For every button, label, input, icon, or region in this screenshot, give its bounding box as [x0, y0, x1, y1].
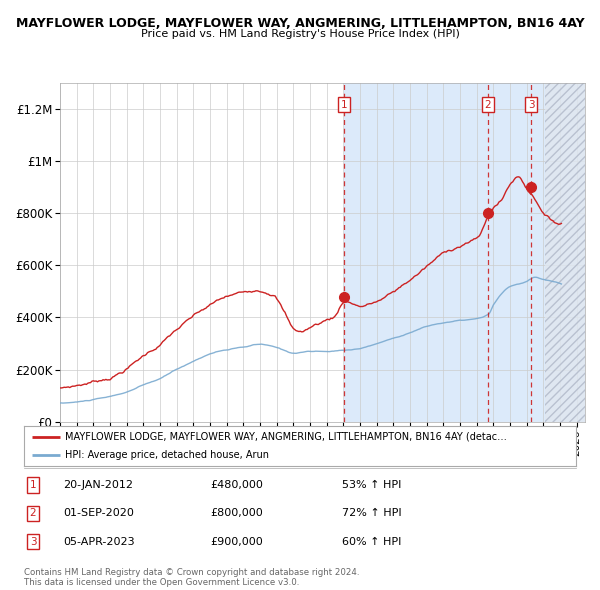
Text: Contains HM Land Registry data © Crown copyright and database right 2024.
This d: Contains HM Land Registry data © Crown c…	[24, 568, 359, 587]
Text: 1: 1	[341, 100, 347, 110]
Bar	[344, 83, 545, 422]
Text: 2: 2	[485, 100, 491, 110]
Text: £480,000: £480,000	[210, 480, 263, 490]
Text: 3: 3	[528, 100, 535, 110]
Text: 72% ↑ HPI: 72% ↑ HPI	[342, 509, 401, 518]
Text: 05-APR-2023: 05-APR-2023	[63, 537, 134, 546]
Text: £900,000: £900,000	[210, 537, 263, 546]
Text: 20-JAN-2012: 20-JAN-2012	[63, 480, 133, 490]
Text: 01-SEP-2020: 01-SEP-2020	[63, 509, 134, 518]
Text: MAYFLOWER LODGE, MAYFLOWER WAY, ANGMERING, LITTLEHAMPTON, BN16 4AY (detac…: MAYFLOWER LODGE, MAYFLOWER WAY, ANGMERIN…	[65, 432, 507, 442]
Text: 53% ↑ HPI: 53% ↑ HPI	[342, 480, 401, 490]
Bar	[545, 83, 585, 422]
Text: HPI: Average price, detached house, Arun: HPI: Average price, detached house, Arun	[65, 450, 269, 460]
Text: £800,000: £800,000	[210, 509, 263, 518]
Text: 2: 2	[29, 509, 37, 518]
Text: 60% ↑ HPI: 60% ↑ HPI	[342, 537, 401, 546]
Text: MAYFLOWER LODGE, MAYFLOWER WAY, ANGMERING, LITTLEHAMPTON, BN16 4AY: MAYFLOWER LODGE, MAYFLOWER WAY, ANGMERIN…	[16, 17, 584, 30]
Text: 1: 1	[29, 480, 37, 490]
Text: 3: 3	[29, 537, 37, 546]
Bar	[60, 83, 344, 422]
Text: Price paid vs. HM Land Registry's House Price Index (HPI): Price paid vs. HM Land Registry's House …	[140, 29, 460, 39]
